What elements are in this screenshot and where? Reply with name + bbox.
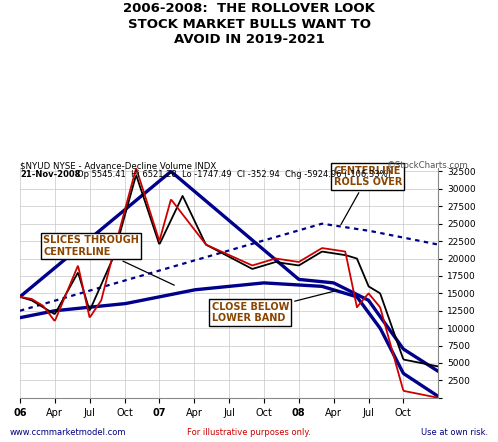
Text: $NYUD NYSE - Advance-Decline Volume INDX: $NYUD NYSE - Advance-Decline Volume INDX xyxy=(20,161,216,170)
Text: Op 5545.41  Hi 6521.28  Lo -1747.49  Cl -352.94  Chg -5924.96 (-106.33%): Op 5545.41 Hi 6521.28 Lo -1747.49 Cl -35… xyxy=(77,170,391,179)
Text: Use at own risk.: Use at own risk. xyxy=(421,428,488,437)
Text: SLICES THROUGH
CENTERLINE: SLICES THROUGH CENTERLINE xyxy=(43,236,174,285)
Text: 2006-2008:  THE ROLLOVER LOOK
STOCK MARKET BULLS WANT TO
AVOID IN 2019-2021: 2006-2008: THE ROLLOVER LOOK STOCK MARKE… xyxy=(123,2,375,46)
Text: ©StockCharts.com: ©StockCharts.com xyxy=(386,161,468,170)
Text: 21-Nov-2008: 21-Nov-2008 xyxy=(20,170,80,179)
Text: CENTERLINE
ROLLS OVER: CENTERLINE ROLLS OVER xyxy=(334,166,402,225)
Text: www.ccmmarketmodel.com: www.ccmmarketmodel.com xyxy=(10,428,126,437)
Text: For illustrative purposes only.: For illustrative purposes only. xyxy=(187,428,311,437)
Text: CLOSE BELOW
LOWER BAND: CLOSE BELOW LOWER BAND xyxy=(212,290,337,323)
